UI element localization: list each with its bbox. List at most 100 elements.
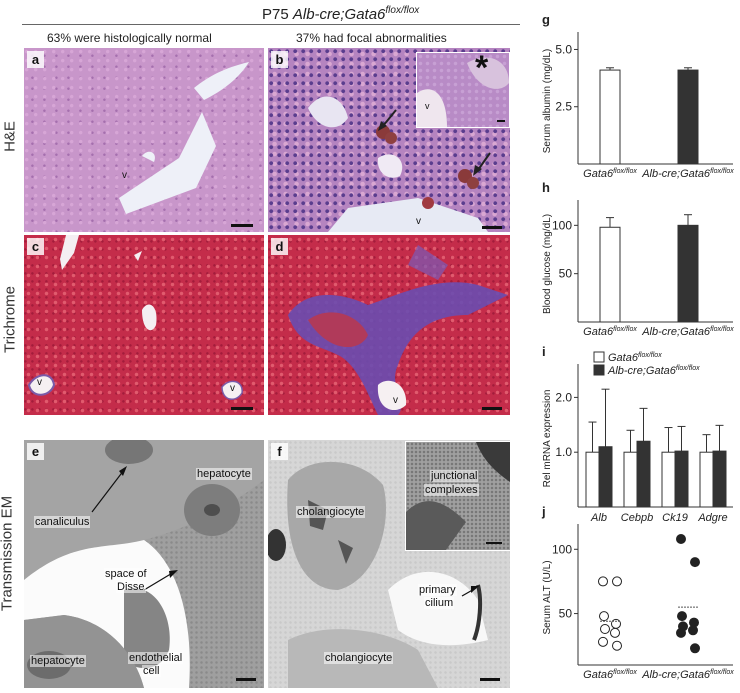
chart-i-bar xyxy=(712,450,727,508)
chart-i-bar xyxy=(661,451,676,508)
chart-j-point xyxy=(676,627,686,638)
panel-d-scale-bar xyxy=(482,407,502,410)
row-label-trichrome: Trichrome xyxy=(1,286,19,353)
panel-e-tem-hepatocyte: e hepatocyte canaliculus space of Disse … xyxy=(24,440,264,688)
panel-f-inset: junctional complexes xyxy=(405,441,510,551)
label-junctional-1: junctional xyxy=(430,470,479,482)
header-divider xyxy=(22,24,520,25)
title-superscript: flox/flox xyxy=(385,5,420,16)
panel-c-vessel-label-1: v xyxy=(37,377,42,388)
chart-i-ylabel: Rel mRNA expression xyxy=(542,390,553,488)
panel-f-letter: f xyxy=(271,443,288,460)
chart-j-point xyxy=(610,627,620,638)
chart-j-point xyxy=(598,576,608,587)
chart-i-legend-swatch xyxy=(593,364,605,376)
panel-a-scale-bar xyxy=(231,224,253,227)
label-hepatocyte-top: hepatocyte xyxy=(196,468,252,480)
panel-b-inset: * v xyxy=(416,49,510,128)
panel-b-scale-bar xyxy=(482,226,502,229)
chart-j-point xyxy=(612,640,622,651)
chart-g-ytick-label: 5.0 xyxy=(555,42,572,56)
panel-e-scale-bar xyxy=(236,678,256,681)
chart-i-category-label: Cebpb xyxy=(621,512,653,524)
chart-i-ytick-label: 1.0 xyxy=(555,445,572,459)
chart-j-point xyxy=(690,643,700,654)
chart-h-bar xyxy=(677,224,699,323)
label-primary-cilium-1: primary xyxy=(418,584,457,596)
chart-h-xlabel-control: Gata6flox/flox xyxy=(583,326,637,338)
chart-i-bar xyxy=(699,451,714,508)
chart-i-bar xyxy=(585,451,600,508)
right-column-caption: 37% had focal abnormalities xyxy=(296,31,447,45)
panel-c-vessel-label-2: v xyxy=(230,383,235,394)
chart-i-letter: i xyxy=(542,344,546,359)
panel-b-inset-scale-bar xyxy=(497,120,505,122)
label-primary-cilium-2: cilium xyxy=(424,597,455,609)
panel-b-vessel-label: v xyxy=(416,216,421,227)
row-label-em: Transmission EM xyxy=(0,495,16,612)
title-genotype: Alb-cre;Gata6 xyxy=(292,6,386,23)
chart-h-ytick-label: 100 xyxy=(552,218,572,232)
chart-h-ytick-label: 50 xyxy=(559,267,573,281)
panel-a-he-normal: a v xyxy=(24,48,264,232)
panel-d-vessel-label: v xyxy=(393,395,398,406)
chart-h-bar xyxy=(599,226,621,323)
panel-c-letter: c xyxy=(27,238,44,255)
chart-g-ytick-label: 2.5 xyxy=(555,100,572,114)
chart-j-point xyxy=(599,611,609,622)
figure-title: P75 Alb-cre;Gata6flox/flox xyxy=(262,2,419,23)
panel-b-inset-vessel-label: v xyxy=(425,101,430,111)
chart-g-letter: g xyxy=(542,12,550,27)
panel-a-letter: a xyxy=(27,51,44,68)
title-prefix: P75 xyxy=(262,6,293,23)
panel-c-scale-bar xyxy=(231,407,253,410)
label-cholangiocyte-top: cholangiocyte xyxy=(296,506,366,518)
chart-j-point xyxy=(600,624,610,634)
panel-b-he-abnormal: * v b v xyxy=(268,48,510,232)
chart-j-point xyxy=(598,636,608,647)
row-label-he: H&E xyxy=(1,121,19,152)
chart-i-bar xyxy=(636,440,651,508)
chart-j-xlabel-control: Gata6flox/flox xyxy=(583,669,637,681)
chart-h-letter: h xyxy=(542,180,550,195)
chart-g-bar xyxy=(677,69,699,165)
chart-i-legend-swatch xyxy=(593,351,605,363)
label-junctional-2: complexes xyxy=(424,484,479,496)
chart-j-point xyxy=(690,557,700,568)
panel-d-letter: d xyxy=(271,238,288,255)
chart-i-category-label: Ck19 xyxy=(662,512,688,524)
label-space-of-disse-2: Disse xyxy=(116,581,146,593)
chart-i-ytick-label: 2.0 xyxy=(555,390,572,404)
panel-a-vessel-label: v xyxy=(122,170,127,181)
chart-i-bar xyxy=(598,446,613,508)
chart-h-ylabel: Blood glucose (mg/dL) xyxy=(542,214,553,314)
chart-j-letter: j xyxy=(541,504,546,519)
panel-f-scale-bar xyxy=(480,678,500,681)
panel-b-letter: b xyxy=(271,51,288,68)
chart-j-point xyxy=(611,618,621,629)
chart-j-point xyxy=(688,625,698,636)
label-space-of-disse-1: space of xyxy=(104,568,148,580)
charts-column: g Serum albumin (mg/dL) 2.5 5.0 Gata6flox/fl… xyxy=(541,12,734,681)
chart-g-xlabel-control: Gata6flox/flox xyxy=(583,168,637,180)
chart-j-ytick-label: 50 xyxy=(559,607,573,621)
chart-j-point xyxy=(676,534,686,544)
chart-i-category-label: Alb xyxy=(590,512,607,524)
label-endothelial-1: endothelial xyxy=(128,652,184,664)
panel-e-letter: e xyxy=(27,443,44,460)
chart-j-xlabel-mutant: Alb-cre;Gata6flox/flox xyxy=(641,669,734,681)
left-column-caption: 63% were histologically normal xyxy=(47,31,212,45)
chart-j-ytick-label: 100 xyxy=(552,542,572,556)
chart-h-xlabel-mutant: Alb-cre;Gata6flox/flox xyxy=(641,326,734,338)
chart-g-bar xyxy=(599,69,621,165)
chart-g-xlabel-mutant: Alb-cre;Gata6flox/flox xyxy=(641,168,734,180)
panel-c-trichrome-normal: c v v xyxy=(24,235,264,415)
chart-i-category-label: Adgre xyxy=(697,512,727,524)
chart-i-legend-label: Alb-cre;Gata6flox/flox xyxy=(607,365,700,377)
chart-j-point xyxy=(677,611,687,622)
chart-j-point xyxy=(612,576,622,587)
panel-f-tem-cholangiocyte: junctional complexes f cholangiocyte pri… xyxy=(268,440,510,688)
chart-j-ylabel: Serum ALT (U/L) xyxy=(542,560,553,634)
label-hepatocyte-bottom: hepatocyte xyxy=(30,655,86,667)
panel-f-inset-scale-bar xyxy=(486,542,502,544)
